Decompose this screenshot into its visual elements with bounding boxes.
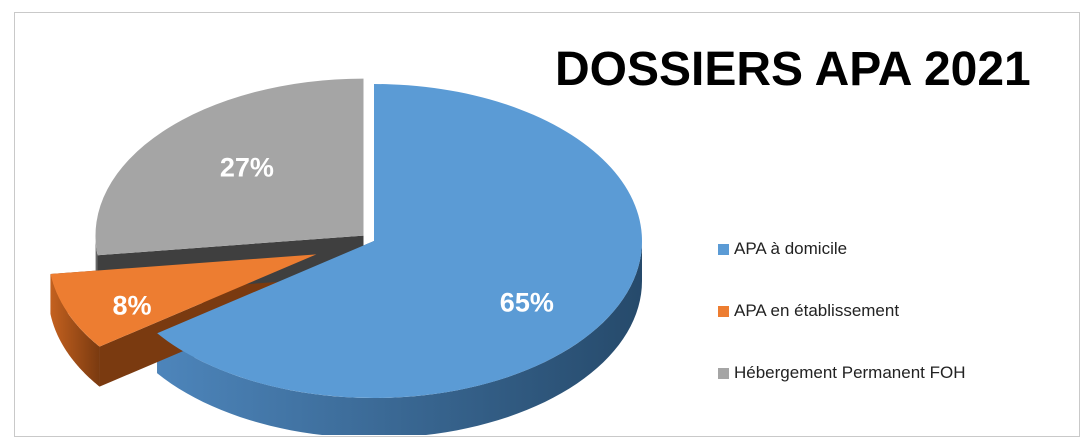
legend-item-apa-etablissement: APA en établissement xyxy=(718,300,966,322)
data-label-apa-etablissement: 8% xyxy=(112,290,151,320)
data-label-apa-domicile: 65% xyxy=(500,288,554,318)
legend-label-apa-etablissement: APA en établissement xyxy=(734,301,900,320)
legend-label-hebergement-foh: Hébergement Permanent FOH xyxy=(734,363,966,382)
data-label-hebergement-foh: 27% xyxy=(220,152,274,182)
legend-swatch-hebergement-foh xyxy=(718,367,729,379)
legend-item-hebergement-foh: Hébergement Permanent FOH xyxy=(718,362,966,384)
pie-slice-hebergement-foh xyxy=(95,78,364,256)
legend-swatch-apa-etablissement xyxy=(718,305,729,317)
pie-slice-apa-etablissement xyxy=(50,254,317,347)
legend: APA à domicile APA en établissement Hébe… xyxy=(718,238,966,424)
pie-slice-apa-domicile xyxy=(157,84,642,399)
legend-label-apa-domicile: APA à domicile xyxy=(734,239,848,258)
pie-side-apa-etablissement xyxy=(50,274,100,387)
legend-item-apa-domicile: APA à domicile xyxy=(718,238,966,260)
pie-side-apa-domicile xyxy=(157,241,642,435)
legend-swatch-apa-domicile xyxy=(718,243,729,255)
chart-title: DOSSIERS APA 2021 xyxy=(555,43,1031,96)
